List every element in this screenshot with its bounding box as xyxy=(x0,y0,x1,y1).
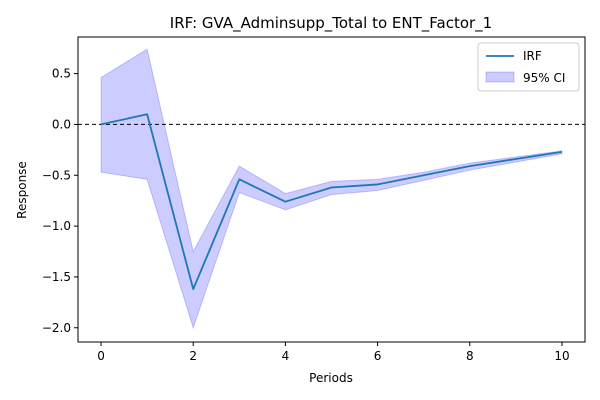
axes-frame xyxy=(77,36,586,343)
x-tick-label: 6 xyxy=(374,349,382,363)
irf-point-7 xyxy=(422,174,424,176)
legend-irf-label: IRF xyxy=(523,49,542,63)
legend-ci-label: 95% CI xyxy=(523,71,565,85)
x-axis-label: Periods xyxy=(309,371,353,385)
irf-point-2 xyxy=(192,288,194,290)
irf-point-5 xyxy=(330,186,332,188)
y-tick-label: −1.5 xyxy=(42,270,71,284)
irf-point-10 xyxy=(561,151,563,153)
irf-point-4 xyxy=(284,201,286,203)
irf-line xyxy=(100,113,563,291)
y-tick-label: −2.0 xyxy=(42,321,71,335)
x-tick-label: 2 xyxy=(189,349,197,363)
y-tick-label: −0.5 xyxy=(42,168,71,182)
ci-band xyxy=(100,48,563,330)
legend-ci-swatch xyxy=(485,71,515,83)
x-tick-label: 10 xyxy=(554,349,569,363)
x-tick-label: 4 xyxy=(282,349,290,363)
irf-point-9 xyxy=(515,158,517,160)
x-axis: 0 2 4 6 8 10 xyxy=(97,342,570,363)
irf-point-3 xyxy=(238,178,240,180)
y-tick-label: −1.0 xyxy=(42,219,71,233)
irf-point-8 xyxy=(469,165,471,167)
plot-area xyxy=(78,48,585,330)
legend-box xyxy=(477,42,580,92)
irf-point-0 xyxy=(100,123,102,125)
y-tick-label: 0.5 xyxy=(52,67,71,81)
irf-point-6 xyxy=(376,183,378,185)
x-tick-label: 8 xyxy=(466,349,474,363)
chart-title: IRF: GVA_Adminsupp_Total to ENT_Factor_1 xyxy=(170,14,492,33)
y-axis: 0.5 0.0 −0.5 −1.0 −1.5 −2.0 xyxy=(42,67,78,335)
irf-point-1 xyxy=(146,113,148,115)
y-axis-label: Response xyxy=(15,161,29,219)
x-tick-label: 0 xyxy=(97,349,105,363)
legend: IRF 95% CI xyxy=(477,42,580,92)
y-tick-label: 0.0 xyxy=(52,117,71,131)
